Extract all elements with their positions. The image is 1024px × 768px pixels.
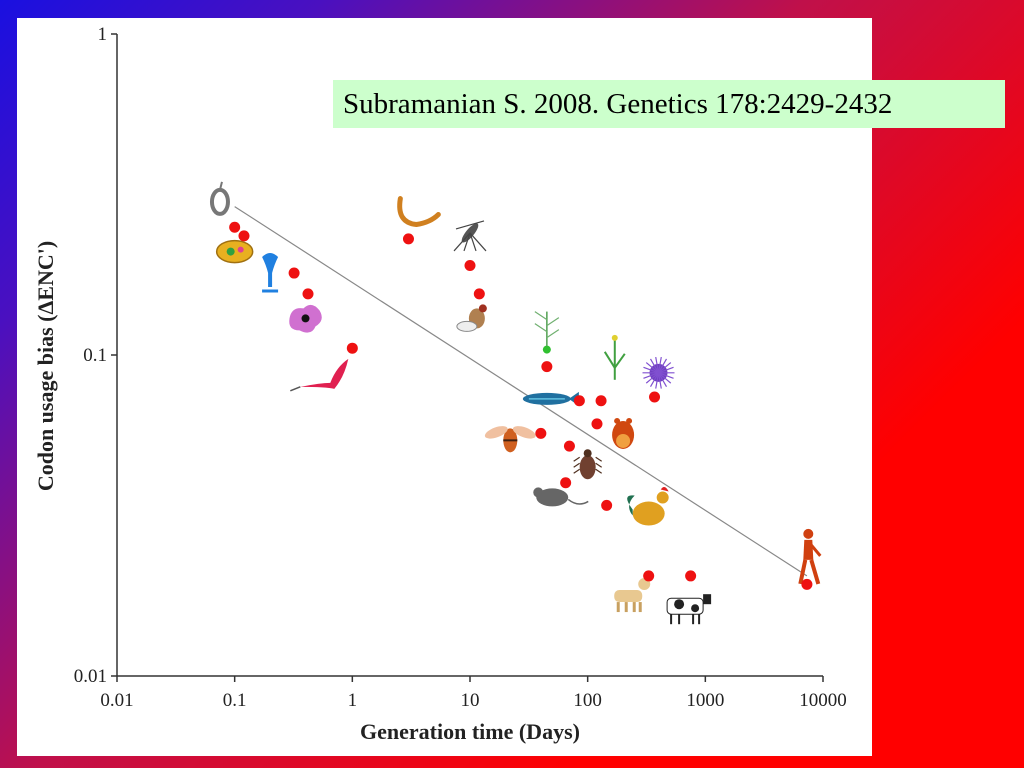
amoeba-icon (289, 304, 322, 333)
paramecium-icon (215, 239, 254, 264)
fly-icon (456, 304, 487, 332)
frog-icon (612, 417, 635, 449)
beetle-icon (573, 449, 602, 480)
data-point (560, 477, 572, 489)
x-tick-label: 0.01 (100, 690, 133, 711)
organism-icons (209, 181, 822, 625)
plant-icon (534, 311, 560, 354)
data-point (473, 288, 485, 300)
data-point (302, 288, 314, 300)
cow-icon (666, 594, 712, 625)
x-tick-label: 1 (348, 690, 358, 711)
data-point (573, 395, 585, 407)
trend-line-layer (234, 206, 808, 577)
x-tick-label: 0.1 (223, 690, 247, 711)
y-tick-label: 0.1 (83, 345, 107, 366)
grass-icon (603, 334, 626, 380)
data-point (801, 578, 813, 590)
data-point (591, 418, 603, 430)
data-point (649, 391, 661, 403)
data-point (229, 221, 241, 233)
data-points (229, 221, 813, 590)
worm-icon (397, 196, 441, 228)
data-point (563, 440, 575, 452)
data-point (288, 267, 300, 279)
data-point (402, 233, 414, 245)
human-icon (798, 528, 822, 585)
y-tick-label: 0.01 (74, 666, 107, 687)
mouse-icon (533, 487, 589, 507)
dog-icon (614, 578, 651, 613)
y-tick-label: 1 (98, 24, 108, 45)
data-point (541, 361, 553, 373)
x-tick-label: 10 (461, 690, 480, 711)
mosquito-icon (453, 220, 487, 252)
data-point (685, 570, 697, 582)
data-point (643, 570, 655, 582)
citation-box: Subramanian S. 2008. Genetics 178:2429-2… (333, 80, 1005, 128)
data-point (601, 499, 613, 511)
x-tick-label: 1000 (686, 690, 724, 711)
trypanosome-icon (290, 358, 349, 392)
data-point (464, 260, 476, 272)
chart: 0.01 0.1 1 10 100 1000 10000 0.01 0.1 1 Generatio… (33, 24, 847, 744)
sea-urchin-icon (642, 356, 675, 389)
bacterium-icon (209, 181, 230, 216)
y-axis-label: Codon usage bias (ΔENC') (33, 241, 58, 491)
data-point (535, 427, 547, 439)
bee-icon (484, 426, 536, 453)
stentor-icon (262, 253, 279, 293)
slide-panel: 0.01 0.1 1 10 100 1000 10000 0.01 0.1 1 Generatio… (17, 18, 1005, 756)
x-tick-label: 100 (573, 690, 602, 711)
axes: 0.01 0.1 1 10 100 1000 10000 0.01 0.1 1 (74, 24, 847, 711)
rooster-icon (627, 486, 669, 526)
x-tick-label: 10000 (799, 690, 847, 711)
x-axis-label: Generation time (Days) (360, 719, 580, 744)
data-point (595, 395, 607, 407)
data-point (238, 230, 250, 242)
fish-icon (522, 391, 579, 406)
trend-line (234, 206, 808, 577)
data-point (346, 342, 358, 354)
